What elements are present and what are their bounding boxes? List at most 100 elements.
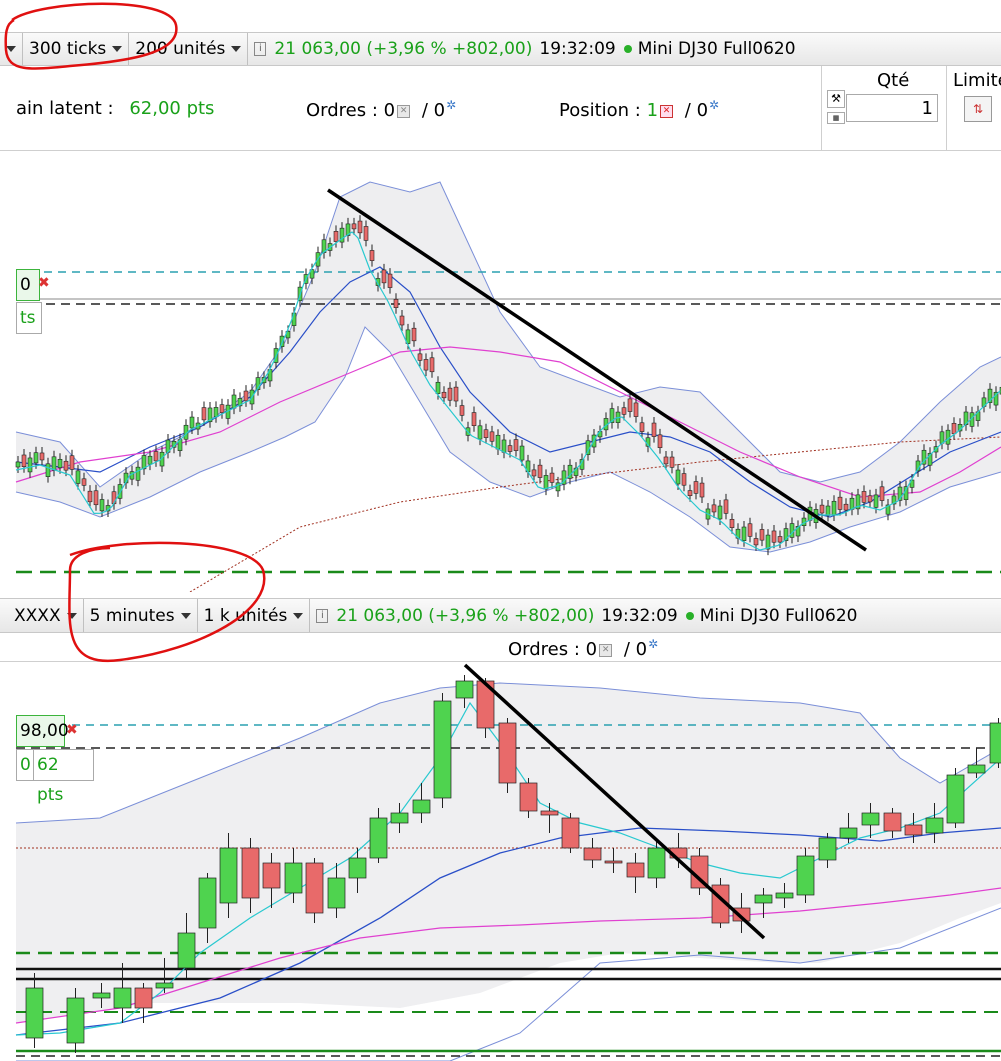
candle-body: [57, 458, 63, 469]
close-position-icon[interactable]: ✕: [660, 104, 674, 118]
candle-body: [455, 680, 474, 699]
limit-order-icon[interactable]: ⇅: [964, 96, 992, 122]
candle-body: [921, 449, 927, 465]
candle-body: [51, 456, 57, 471]
candle-body: [555, 482, 561, 492]
candle-body: [189, 416, 195, 429]
candle-body: [945, 429, 951, 445]
position-value: 1: [646, 100, 659, 121]
interval-label: 5 minutes: [89, 605, 175, 626]
close-icon[interactable]: ✖: [38, 275, 50, 291]
candle-body: [583, 847, 602, 861]
candle-body: [657, 434, 663, 448]
instrument-dropdown[interactable]: XXXX: [0, 599, 84, 632]
candle-body: [759, 529, 765, 541]
candle-body: [155, 982, 174, 989]
units-dropdown[interactable]: 200 unités: [129, 33, 249, 65]
qty-input[interactable]: [846, 94, 938, 122]
candle-body: [879, 486, 885, 501]
candle-body: [699, 482, 705, 498]
gear-icon[interactable]: ✲: [446, 98, 457, 112]
cancel-orders-icon[interactable]: ✕: [397, 104, 411, 118]
candle-body: [412, 799, 431, 814]
candle-body: [639, 422, 645, 432]
candle-body: [141, 455, 147, 470]
long-dotted-ma: [189, 436, 1001, 592]
keyboard-icon[interactable]: ▦: [827, 112, 845, 124]
candle-body: [604, 860, 623, 864]
price-change: 21 063,00 (+3,96 % +802,00): [336, 605, 595, 626]
units-label: 1 k unités: [203, 605, 288, 626]
info-icon[interactable]: i: [254, 42, 267, 56]
candle-body: [81, 478, 87, 486]
candle-body: [819, 504, 825, 514]
candle-body: [927, 452, 933, 466]
candle-body: [375, 278, 381, 286]
candle-body: [75, 470, 81, 484]
candle-body: [231, 394, 237, 409]
candle-body: [495, 434, 501, 450]
five-minute-chart[interactable]: [0, 663, 1001, 1061]
candle-body: [989, 722, 1001, 764]
candle-body: [501, 439, 507, 453]
ticks-dropdown[interactable]: 300 ticks: [23, 33, 130, 65]
close-icon[interactable]: ✖: [66, 722, 78, 738]
candle-body: [241, 847, 260, 899]
candle-body: [531, 469, 537, 477]
status-dot-icon: [623, 45, 632, 53]
chart2-pts-tag-a: 0: [16, 749, 34, 781]
trend-line: [463, 663, 766, 940]
candle-body: [818, 837, 837, 861]
chart1-price-tag: 0: [16, 269, 40, 301]
candle-body: [333, 231, 339, 242]
cancel-orders-icon[interactable]: ✕: [599, 643, 613, 657]
candle-body: [387, 273, 393, 288]
candle-body: [796, 855, 815, 896]
wrench-icon[interactable]: ⚒: [827, 90, 845, 108]
candle-body: [447, 387, 453, 401]
gear-icon[interactable]: ✲: [709, 98, 720, 112]
instrument-name: Mini DJ30 Full0620: [637, 39, 796, 59]
candle-body: [885, 504, 891, 515]
candle-body: [519, 782, 538, 812]
price-change: 21 063,00 (+3,96 % +802,00): [274, 39, 533, 59]
toolbar-dropdown-left[interactable]: [0, 33, 23, 65]
candle-body: [390, 812, 409, 824]
tick-chart[interactable]: [0, 152, 1001, 592]
candle-body: [987, 388, 993, 403]
candle-body: [723, 499, 729, 514]
units-dropdown[interactable]: 1 k unités: [198, 599, 311, 632]
candle-body: [783, 528, 789, 541]
candle-body: [134, 987, 153, 1009]
candle-body: [423, 359, 429, 371]
candle-body: [681, 473, 687, 486]
candle-body: [771, 530, 777, 543]
bollinger-fill: [16, 182, 1001, 552]
candle-body: [883, 812, 902, 832]
candle-body: [459, 405, 465, 416]
interval-dropdown[interactable]: 5 minutes: [84, 599, 198, 632]
candle-body: [69, 455, 75, 470]
candle-body: [476, 680, 495, 729]
candle-body: [561, 470, 567, 485]
bottom-chart-toolbar: XXXX 5 minutes 1 k unités i 21 063,00 (+…: [0, 598, 1001, 633]
candle-body: [939, 431, 945, 444]
candle-body: [621, 407, 627, 415]
candle-body: [489, 431, 495, 442]
chevron-down-icon: [231, 46, 242, 52]
candle-body: [477, 425, 483, 440]
chart2-price-tag: 98,00: [16, 715, 69, 747]
chart2-pts-tag-b: 62 pts: [33, 749, 94, 805]
gear-icon[interactable]: ✲: [648, 637, 659, 651]
status-dot-icon: [685, 611, 694, 620]
chevron-down-icon: [293, 612, 304, 619]
candle-body: [925, 817, 944, 834]
candle-body: [411, 327, 417, 342]
candle-body: [993, 391, 999, 406]
info-icon[interactable]: i: [316, 608, 329, 623]
candle-body: [831, 500, 837, 516]
limit-label: Limite: [953, 70, 1001, 91]
candle-body: [357, 220, 363, 234]
top-chart-toolbar: 300 ticks 200 unités i 21 063,00 (+3,96 …: [0, 32, 1001, 66]
candle-body: [843, 503, 849, 511]
